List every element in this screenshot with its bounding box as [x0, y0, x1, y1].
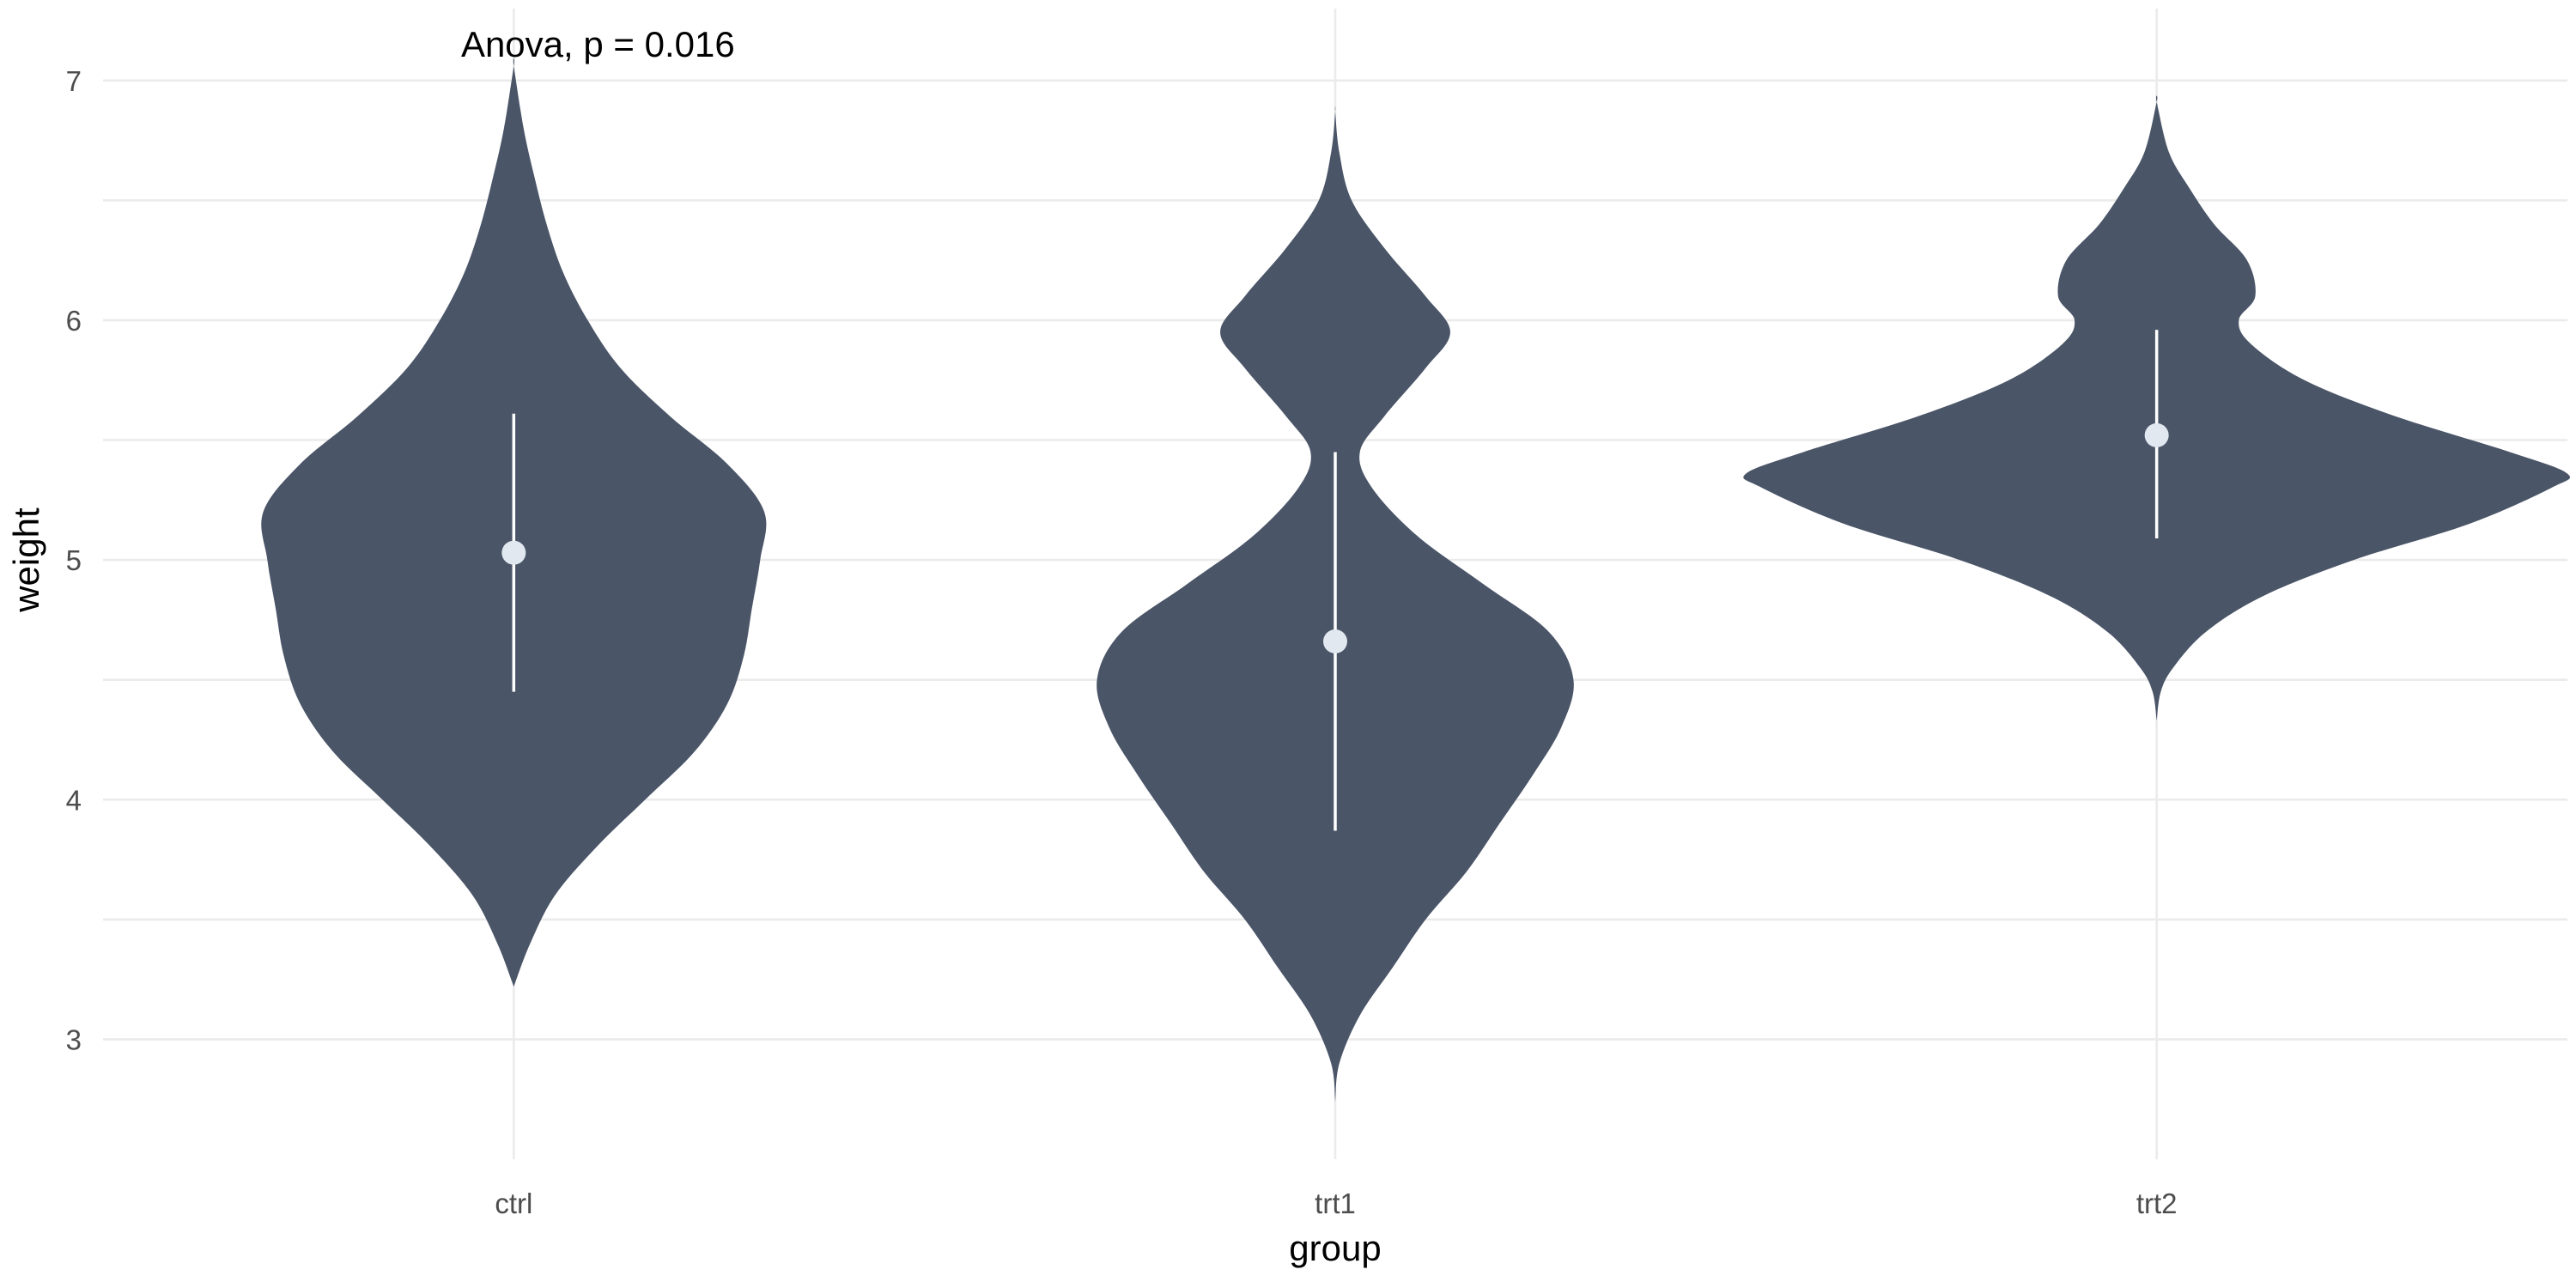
y-tick-label: 7 [66, 65, 82, 97]
tick-labels: 3 4 5 6 7 ctrl trt1 trt2 [66, 65, 2178, 1219]
mean-point-ctrl [501, 540, 526, 565]
y-tick-label: 3 [66, 1024, 82, 1055]
y-tick-label: 5 [66, 544, 82, 576]
anova-annotation: Anova, p = 0.016 [461, 24, 735, 64]
x-tick-label: trt1 [1315, 1188, 1356, 1219]
y-tick-label: 4 [66, 784, 82, 816]
mean-point-trt1 [1323, 629, 1347, 653]
x-tick-label: ctrl [495, 1188, 532, 1219]
summary-marks [501, 330, 2169, 831]
x-tick-label: trt2 [2136, 1188, 2178, 1219]
mean-point-trt2 [2144, 422, 2169, 447]
x-axis-title: group [1289, 1228, 1381, 1268]
violins [261, 58, 2571, 1102]
y-axis-title: weight [6, 507, 46, 613]
y-tick-label: 6 [66, 305, 82, 337]
